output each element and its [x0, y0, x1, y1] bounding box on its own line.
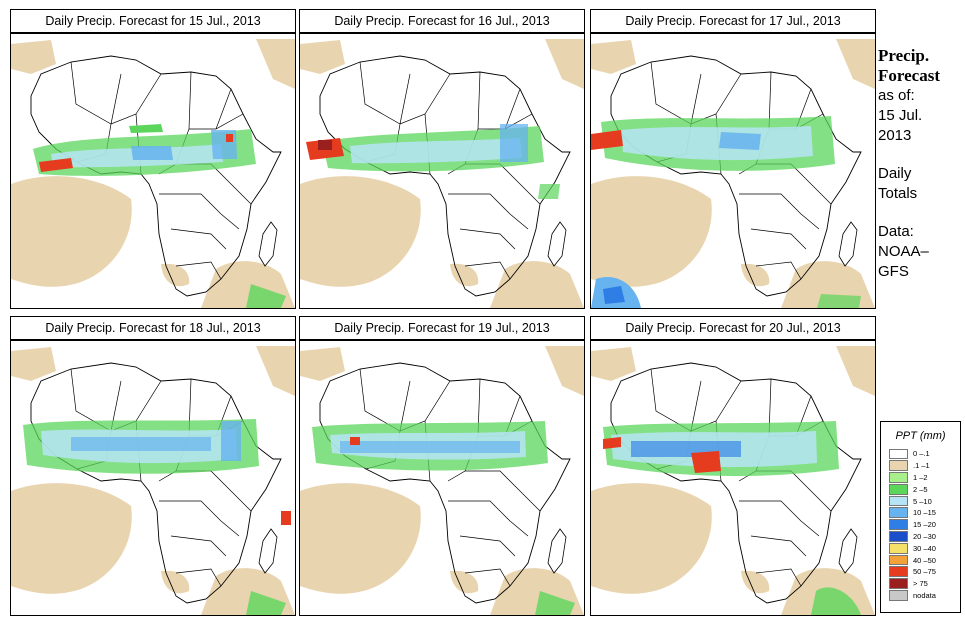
- legend-swatch: [889, 472, 908, 483]
- panel-title: Daily Precip. Forecast for 16 Jul., 2013: [299, 9, 585, 33]
- precip-map: [10, 340, 296, 616]
- legend-label: 5 –10: [913, 496, 932, 506]
- legend-label: 15 –20: [913, 520, 936, 530]
- legend-swatch: [889, 495, 908, 507]
- panel-title: Daily Precip. Forecast for 19 Jul., 2013: [299, 316, 585, 340]
- legend-item: 50 –75: [889, 566, 936, 578]
- panel-title: Daily Precip. Forecast for 15 Jul., 2013: [10, 9, 296, 33]
- precip-map: [590, 33, 876, 309]
- legend-item: 30 –40: [889, 542, 936, 554]
- title-line-2: Forecast: [878, 66, 940, 85]
- asof-date-2: 2013: [878, 127, 912, 144]
- legend-swatch: [889, 483, 908, 495]
- legend-label: 30 –40: [913, 543, 936, 553]
- legend-item: .1 –1: [889, 460, 936, 472]
- legend-item: 20 –30: [889, 531, 936, 543]
- precip-map: [10, 33, 296, 309]
- legend-swatch: [889, 460, 908, 472]
- legend-label: 40 –50: [913, 555, 936, 565]
- legend-item: 0 –.1: [889, 448, 936, 460]
- legend-label: 50 –75: [913, 567, 936, 577]
- legend-swatch: [889, 578, 908, 590]
- legend-title: PPT (mm): [895, 430, 946, 442]
- forecast-panel-2: Daily Precip. Forecast for 16 Jul., 2013: [299, 9, 585, 309]
- legend-label: 1 –2: [913, 472, 928, 482]
- legend-swatch: [889, 531, 908, 542]
- legend-swatch: [889, 507, 908, 519]
- legend-label: 0 –.1: [913, 449, 930, 459]
- legend-item: 2 –5: [889, 483, 936, 495]
- legend-swatch: [889, 519, 908, 531]
- data-line-2: NOAA–: [878, 243, 929, 260]
- legend-swatch: [889, 554, 908, 566]
- precip-map: [299, 340, 585, 616]
- daily-line-1: Daily: [878, 165, 912, 182]
- legend-items: 0 –.1 .1 –1 1 –2 2 –5 5 –10 10 –15 15 –20 20 –3…: [889, 448, 936, 601]
- forecast-panel-5: Daily Precip. Forecast for 19 Jul., 2013: [299, 316, 585, 616]
- data-line-3: GFS: [878, 263, 909, 280]
- forecast-panel-3: Daily Precip. Forecast for 17 Jul., 2013: [590, 9, 876, 309]
- legend-swatch: [889, 542, 908, 554]
- legend-item: > 75: [889, 578, 936, 590]
- panel-title: Daily Precip. Forecast for 20 Jul., 2013: [590, 316, 876, 340]
- asof-date-1: 15 Jul.: [878, 107, 923, 124]
- forecast-panel-4: Daily Precip. Forecast for 18 Jul., 2013: [10, 316, 296, 616]
- ppt-legend: PPT (mm) 0 –.1 .1 –1 1 –2 2 –5 5 –10 10 –15 15…: [880, 421, 961, 613]
- legend-label: 20 –30: [913, 531, 936, 541]
- legend-label: > 75: [913, 579, 928, 589]
- data-line-1: Data:: [878, 223, 914, 240]
- legend-item: 5 –10: [889, 495, 936, 507]
- precip-map: [590, 340, 876, 616]
- legend-swatch: [889, 448, 908, 460]
- legend-swatch: [889, 566, 908, 578]
- legend-item: nodata: [889, 590, 936, 602]
- legend-label: .1 –1: [913, 461, 930, 471]
- precip-map: [299, 33, 585, 309]
- title-line-1: Precip.: [878, 46, 930, 65]
- forecast-panel-6: Daily Precip. Forecast for 20 Jul., 2013: [590, 316, 876, 616]
- asof-label: as of:: [878, 87, 915, 104]
- legend-label: nodata: [913, 590, 936, 600]
- panel-title: Daily Precip. Forecast for 17 Jul., 2013: [590, 9, 876, 33]
- legend-swatch: [889, 590, 908, 601]
- legend-item: 40 –50: [889, 554, 936, 566]
- legend-item: 1 –2: [889, 472, 936, 484]
- forecast-panel-1: Daily Precip. Forecast for 15 Jul., 2013: [10, 9, 296, 309]
- legend-item: 15 –20: [889, 519, 936, 531]
- legend-label: 2 –5: [913, 484, 928, 494]
- forecast-info: Precip. Forecast as of: 15 Jul. 2013 Dai…: [878, 46, 963, 282]
- legend-label: 10 –15: [913, 508, 936, 518]
- daily-line-2: Totals: [878, 185, 918, 202]
- panel-title: Daily Precip. Forecast for 18 Jul., 2013: [10, 316, 296, 340]
- legend-item: 10 –15: [889, 507, 936, 519]
